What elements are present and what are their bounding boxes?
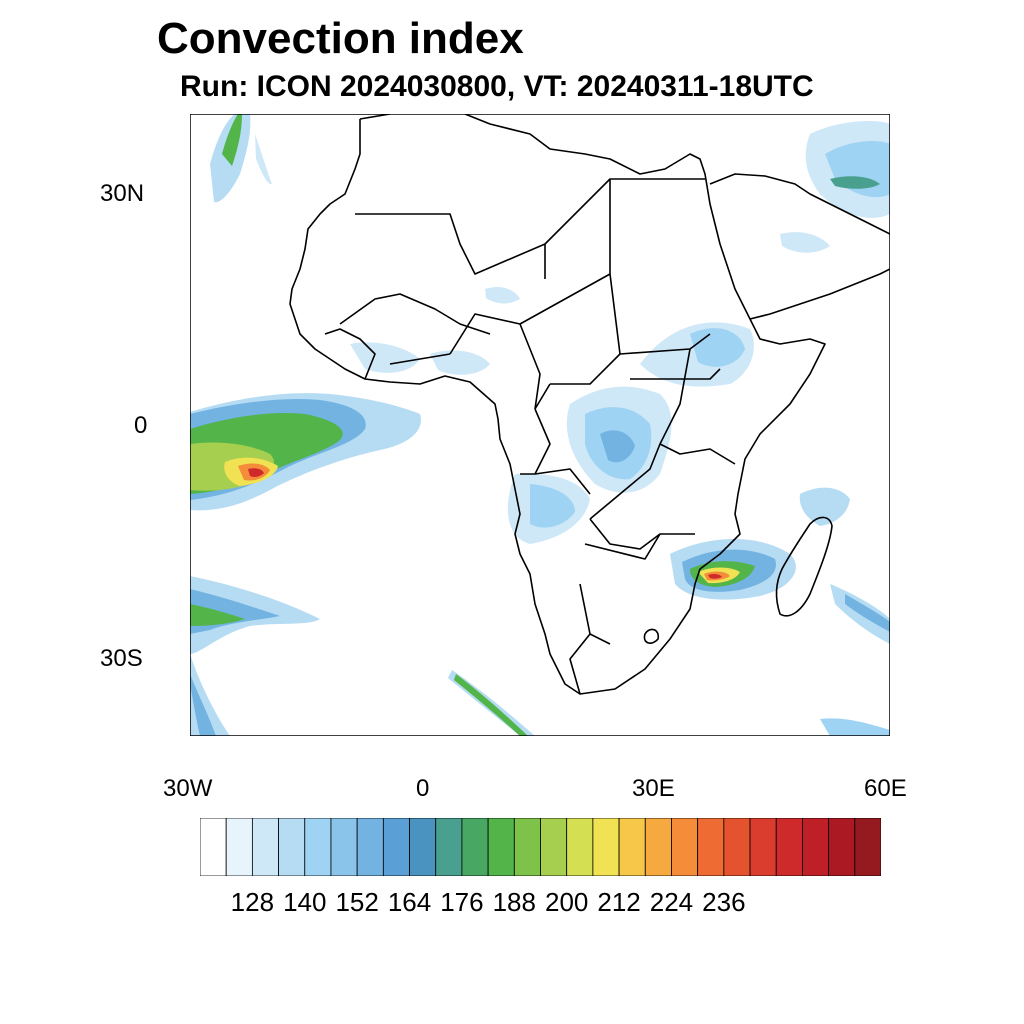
colorbar-swatch: [566, 818, 594, 876]
colorbar-swatch: [697, 818, 725, 876]
colorbar-swatch: [802, 818, 830, 876]
colorbar-swatch: [251, 818, 279, 876]
colorbar-swatch: [382, 818, 410, 876]
chart-title: Convection index: [157, 14, 524, 63]
colorbar-swatch: [644, 818, 672, 876]
colorbar-tick-label: 188: [492, 887, 536, 917]
colorbar-tick-label: 176: [440, 887, 484, 917]
colorbar-tick-label: 200: [544, 887, 589, 917]
colorbar-tick-label: 236: [702, 887, 746, 917]
lat-label-30s: 30S: [100, 645, 143, 672]
lat-label-30n: 30N: [100, 180, 145, 207]
colorbar-swatch: [592, 818, 620, 876]
colorbar-tick-label: 212: [597, 887, 641, 917]
convection-field: [190, 114, 890, 736]
colorbar-swatch: [304, 818, 332, 876]
colorbar-tick-label: 224: [649, 887, 694, 917]
colorbar-swatch: [540, 818, 568, 876]
colorbar-tick-label: 128: [230, 887, 275, 917]
colorbar-swatch: [461, 818, 489, 876]
colorbar-swatch: [487, 818, 515, 876]
colorbar: [200, 818, 881, 876]
colorbar-swatch: [435, 818, 463, 876]
colorbar-swatch: [854, 818, 881, 876]
chart-subtitle: Run: ICON 2024030800, VT: 20240311-18UTC: [180, 70, 814, 103]
colorbar-swatch: [513, 818, 541, 876]
colorbar-tick-label: 140: [283, 887, 327, 917]
colorbar-swatch: [225, 818, 253, 876]
colorbar-tick-label: 164: [387, 887, 432, 917]
colorbar-swatch: [775, 818, 803, 876]
colorbar-swatch: [330, 818, 358, 876]
colorbar-swatch: [618, 818, 646, 876]
lat-label-0: 0: [134, 412, 148, 439]
colorbar-swatch: [749, 818, 777, 876]
colorbar-swatch: [278, 818, 306, 876]
coastlines: [289, 114, 890, 695]
lon-label-30w: 30W: [163, 775, 213, 802]
colorbar-swatch: [356, 818, 384, 876]
map-plot: [190, 114, 890, 736]
colorbar-swatch: [409, 818, 437, 876]
lon-label-0: 0: [416, 775, 430, 802]
colorbar-tick-label: 152: [335, 887, 379, 917]
colorbar-swatch: [723, 818, 751, 876]
colorbar-swatch: [671, 818, 699, 876]
lon-label-30e: 30E: [632, 775, 675, 802]
colorbar-swatch: [200, 818, 227, 876]
colorbar-swatch: [828, 818, 856, 876]
lon-label-60e: 60E: [864, 775, 907, 802]
